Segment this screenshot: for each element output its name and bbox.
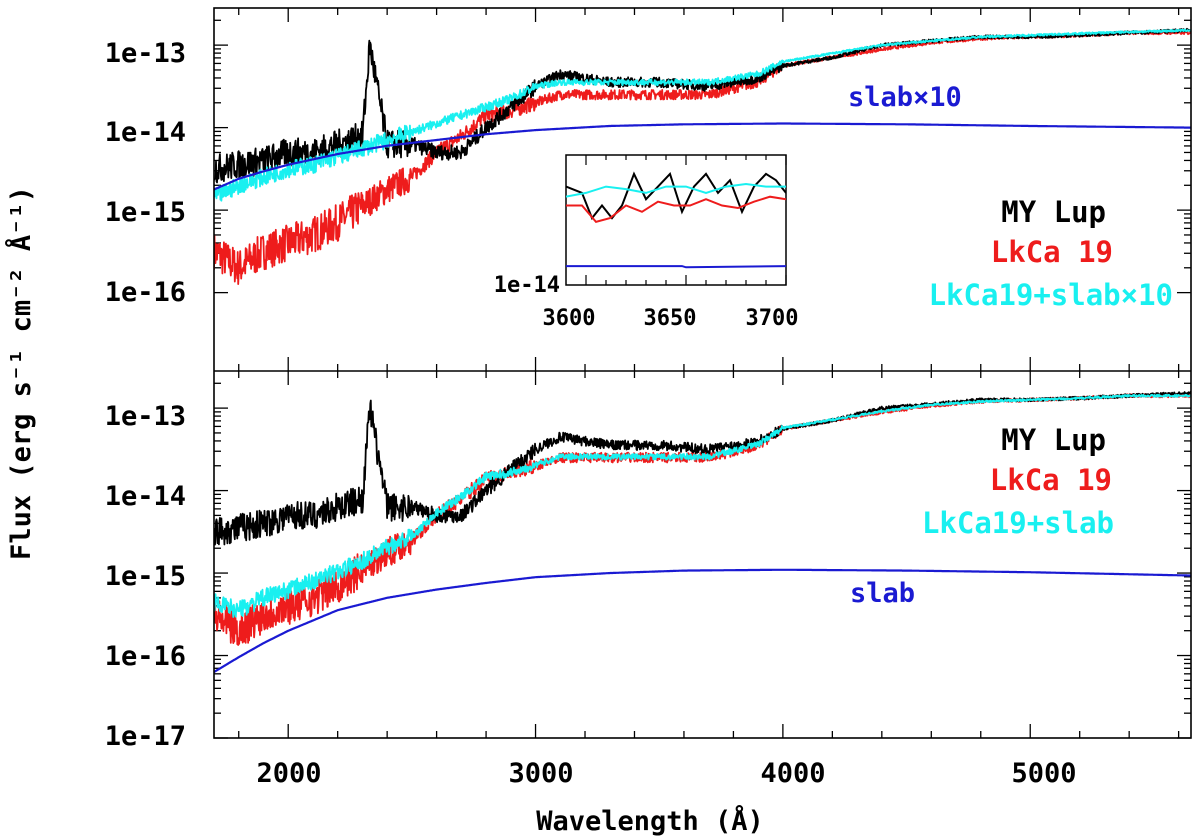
bottom-series-group	[214, 390, 1191, 673]
top-y-tick-labels: 1e-13 1e-14 1e-15 1e-16	[105, 38, 186, 308]
legend-entry-lkca19: LkCa 19	[991, 235, 1113, 269]
legend-entry-model: LkCa19+slab	[922, 506, 1114, 540]
inset-y-tick-label: 1e-14	[494, 273, 560, 298]
y-tick-label: 1e-16	[105, 641, 186, 672]
y-tick-label: 1e-14	[105, 117, 186, 148]
legend-entry-my-lup: MY Lup	[1001, 195, 1106, 229]
x-tick-label: 4000	[760, 758, 825, 789]
bottom-legend: MY Lup LkCa 19 LkCa19+slab	[922, 423, 1114, 540]
series-line-slab	[214, 568, 1191, 673]
inset-series-line-lkca-19	[566, 195, 786, 224]
y-tick-label: 1e-14	[105, 481, 186, 512]
inset-series-line-lkca19-slab-10	[566, 182, 786, 198]
top-series-group	[214, 27, 1191, 285]
inset-series-group	[566, 171, 786, 269]
inset-series-line-slab-10	[566, 265, 786, 269]
plot-frame	[213, 7, 1192, 739]
bottom-minor-ticks	[214, 371, 1191, 739]
y-axis-title: Flux (erg s⁻¹ cm⁻² Å⁻¹)	[5, 186, 37, 560]
inset-x-tick-label: 3650	[644, 306, 697, 331]
x-axis-title: Wavelength (Å)	[536, 805, 764, 837]
legend-entry-my-lup: MY Lup	[1001, 423, 1106, 457]
inset-x-tick-label: 3700	[746, 306, 799, 331]
inset-ticks	[585, 155, 787, 285]
series-line-lkca19-slab	[214, 393, 1191, 618]
x-tick-label: 2000	[256, 758, 321, 789]
top-legend: MY Lup LkCa 19 LkCa19+slab×10	[929, 195, 1173, 312]
inset-plot: 1e-14 3600 3650 3700	[494, 154, 799, 331]
legend-entry-lkca19: LkCa 19	[990, 463, 1112, 497]
y-tick-label: 1e-16	[105, 277, 186, 308]
bottom-y-tick-labels: 1e-13 1e-14 1e-15 1e-16 1e-17	[105, 401, 186, 752]
y-tick-label: 1e-13	[105, 38, 186, 69]
x-tick-label: 3000	[508, 758, 573, 789]
slab-annotation: slab×10	[848, 82, 962, 113]
series-line-lkca19-slab-10	[214, 28, 1191, 202]
x-tick-labels: 2000 3000 4000 5000	[256, 758, 1076, 789]
x-tick-label: 5000	[1011, 758, 1076, 789]
series-line-slab-10	[214, 122, 1191, 191]
legend-entry-model: LkCa19+slab×10	[929, 278, 1173, 312]
y-tick-label: 1e-15	[105, 561, 186, 592]
slab-annotation: slab	[850, 578, 915, 609]
series-line-my-lup	[214, 27, 1191, 184]
inset-series-line-my-lup	[566, 171, 786, 221]
inset-x-tick-label: 3600	[543, 306, 596, 331]
y-tick-label: 1e-13	[105, 401, 186, 432]
panel-bottom: 1e-13 1e-14 1e-15 1e-16 1e-17 slab MY Lu…	[105, 371, 1191, 752]
y-tick-label: 1e-15	[105, 197, 186, 228]
panel-top: 1e-13 1e-14 1e-15 1e-16 slab×10 MY Lup L…	[105, 8, 1191, 371]
y-tick-label: 1e-17	[105, 721, 186, 752]
